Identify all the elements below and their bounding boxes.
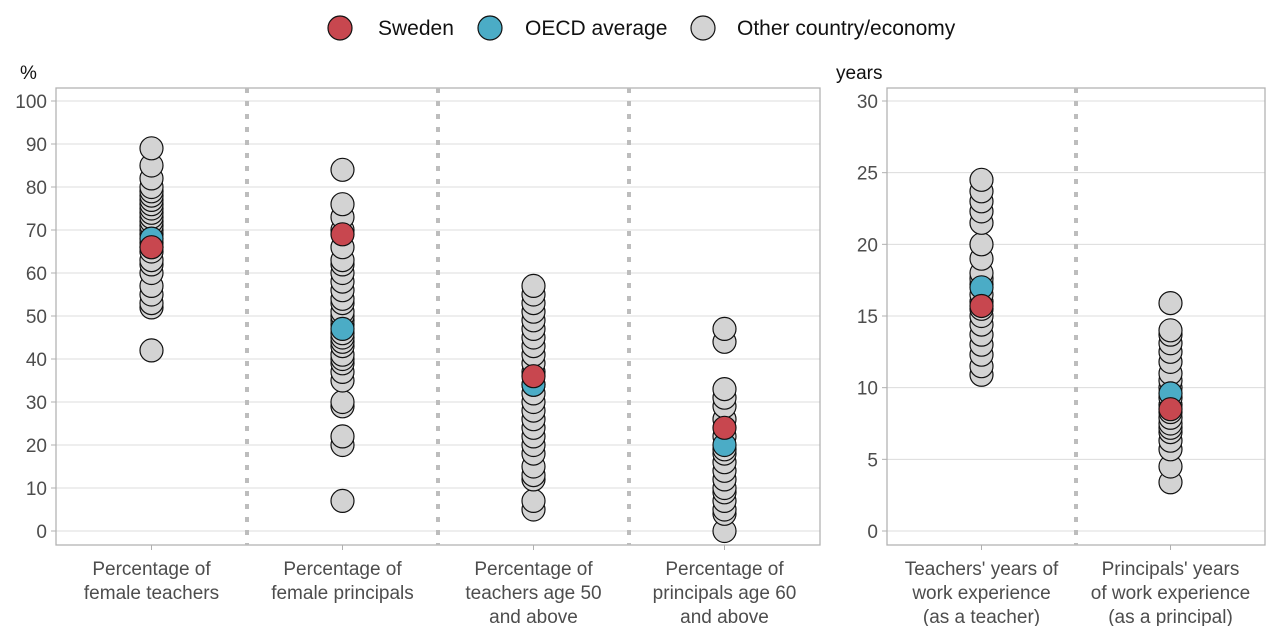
x-tick-label-line: of work experience [1091,583,1250,604]
legend: Sweden OECD average Other country/economy [327,15,956,41]
y-tick-label-5: 25 [857,164,878,185]
x-tick-label-line: Percentage of [283,559,402,580]
legend-marker-0 [327,15,353,41]
point-other-country-economy-3-15 [712,377,737,402]
legend-marker-2 [690,15,716,41]
x-tick-label-line: teachers age 50 [465,583,601,604]
point-other-country-economy-2-24 [521,273,546,298]
point-sweden-1-0 [330,222,355,247]
point-other-country-economy-1-29 [330,157,355,182]
point-other-country-economy-1-19 [1158,291,1183,316]
y-tick-label-4: 20 [857,235,878,256]
legend-label-0: Sweden [378,17,454,40]
point-sweden-0-0 [139,235,164,260]
x-tick-label-0: Teachers' years of work experience (as a t… [905,559,1059,626]
x-tick-label-line: Percentage of [92,559,211,580]
x-tick-label-line: Principals' years [1102,559,1240,580]
x-tick-label-line: and above [489,607,578,626]
point-other-country-economy-0-25 [139,136,164,161]
y-axis-unit: % [20,63,37,84]
y-axis-unit: years [836,63,882,84]
point-other-country-economy-1-0 [330,488,355,513]
point-other-country-economy-2-1 [521,488,546,513]
point-sweden-2-0 [521,364,546,389]
point-other-country-economy-0-14 [969,232,994,257]
point-other-country-economy-0-0 [139,338,164,363]
point-oecd-average-1-0 [330,316,355,341]
legend-label-1: OECD average [525,17,667,40]
point-other-country-economy-1-4 [330,389,355,415]
y-tick-label-8: 80 [26,178,47,199]
y-tick-label-7: 70 [26,221,47,242]
y-tick-label-1: 10 [26,479,47,500]
x-tick-label-line: principals age 60 [653,583,797,604]
point-other-country-economy-0-19 [969,167,994,192]
legend-marker-1 [477,15,503,41]
y-tick-label-2: 20 [26,436,47,457]
y-tick-label-3: 15 [857,307,878,328]
y-tick-label-3: 30 [26,393,47,414]
y-tick-label-6: 30 [857,92,878,113]
panel-percentages: 0 10 20 30 40 50 60 70 80 90 100% Percentage of fema… [15,63,821,626]
x-tick-label-line: (as a principal) [1108,607,1233,626]
point-sweden-0-0 [969,293,994,319]
point-other-country-economy-3-17 [712,316,737,341]
x-tick-label-3: Percentage of principals age 60 and above [653,559,797,626]
x-tick-label-line: female principals [271,583,414,604]
x-tick-label-line: Percentage of [665,559,784,580]
x-tick-label-line: Percentage of [474,559,593,580]
legend-label-2: Other country/economy [737,17,956,40]
y-tick-label-9: 90 [26,135,47,156]
point-other-country-economy-1-28 [330,192,355,217]
x-tick-label-line: and above [680,607,769,626]
y-tick-label-0: 0 [867,522,878,543]
x-tick-label-1: Principals' years of work experience (as a… [1091,559,1250,626]
x-tick-label-1: Percentage of female principals [271,559,414,604]
x-tick-label-line: (as a teacher) [923,607,1040,626]
x-tick-label-2: Percentage of teachers age 50 and above [465,559,601,626]
panel-years: 0 5 10 15 20 25 30 years Teachers' years of work … [836,63,1266,626]
point-other-country-economy-1-2 [330,424,355,449]
x-tick-label-line: work experience [911,583,1050,604]
point-sweden-3-0 [712,415,737,440]
x-tick-label-0: Percentage of female teachers [84,559,219,604]
y-tick-label-5: 50 [26,307,47,328]
y-tick-label-4: 40 [26,350,47,371]
y-tick-label-0: 0 [36,522,47,543]
x-tick-label-line: female teachers [84,583,219,604]
y-tick-label-10: 100 [15,92,47,113]
y-tick-label-2: 10 [857,379,878,400]
point-other-country-economy-1-18 [1158,318,1183,343]
y-tick-label-6: 60 [26,264,47,285]
x-tick-label-line: Teachers' years of [905,559,1059,580]
point-sweden-1-0 [1158,397,1183,422]
y-tick-label-1: 5 [867,450,878,471]
